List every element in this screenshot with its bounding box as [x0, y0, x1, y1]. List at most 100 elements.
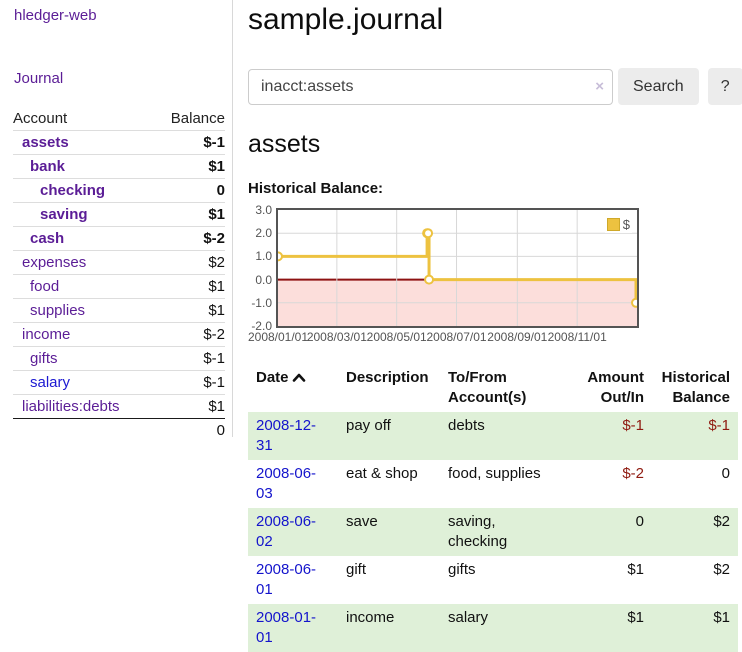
account-link-bank[interactable]: bank	[30, 158, 66, 175]
sidebar: hledger-web Journal Account Balance asse…	[0, 0, 233, 442]
accounts-header-account: Account	[13, 110, 68, 127]
x-axis-tick-label: 2008/03/01	[306, 330, 367, 344]
account-row-expenses: expenses $2	[13, 250, 225, 275]
x-axis-tick-label: 2008/09/01	[487, 330, 548, 344]
account-link-food[interactable]: food	[30, 278, 60, 295]
chart-legend: $	[604, 216, 632, 233]
register-row[interactable]: 2008-06-03 eat & shop food, supplies $-2…	[248, 460, 738, 508]
account-row-liabilities-debts: liabilities:debts $1	[13, 394, 225, 419]
transaction-accounts: debts	[448, 417, 485, 434]
page-title: sample.journal	[248, 3, 444, 36]
register-table: Date Description To/From Account(s) Amou…	[248, 364, 738, 652]
register-header-historical: Historical Balance	[661, 369, 730, 406]
transaction-date-link[interactable]: 2008-06-01	[256, 561, 317, 598]
x-axis-tick-label: 2008/01/01	[247, 330, 309, 344]
sort-ascending-icon	[292, 369, 306, 389]
transaction-date-link[interactable]: 2008-12-31	[256, 417, 317, 454]
accounts-table: Account Balance assets $-1 bank $1 check…	[13, 107, 225, 442]
search-button[interactable]: Search	[618, 68, 699, 105]
y-axis-tick-label: 3.0	[255, 203, 272, 217]
y-axis-tick-label: 1.0	[255, 249, 272, 264]
transaction-amount: $-2	[622, 465, 644, 482]
account-link-gifts[interactable]: gifts	[30, 350, 58, 367]
x-axis-tick-label: 2008/07/01	[426, 330, 487, 344]
account-row-bank: bank $1	[13, 154, 225, 179]
account-balance: $2	[153, 250, 225, 275]
account-link-liabilities-debts[interactable]: liabilities:debts	[22, 398, 120, 415]
transaction-date-link[interactable]: 2008-06-02	[256, 513, 317, 550]
transaction-date-link[interactable]: 2008-06-03	[256, 465, 317, 502]
transaction-accounts: food, supplies	[448, 465, 541, 482]
search-bar: × Search ?	[248, 68, 742, 105]
chart-plot-area[interactable]: $	[276, 208, 639, 328]
x-axis-tick-label: 2008/05/01	[366, 330, 427, 344]
register-row[interactable]: 2008-06-02 save saving, checking 0 $2	[248, 508, 738, 556]
account-row-checking: checking 0	[13, 178, 225, 203]
accounts-header-row: Account Balance	[13, 107, 225, 131]
account-balance: $-1	[153, 346, 225, 371]
transaction-accounts: saving, checking	[448, 513, 508, 550]
brand-link[interactable]: hledger-web	[14, 7, 97, 24]
account-row-saving: saving $1	[13, 202, 225, 227]
balance-chart: 3.0 2.0 1.0 0.0 -1.0 -2.0 $ 2008/01/01 2008/03…	[248, 203, 639, 346]
account-link-saving[interactable]: saving	[40, 206, 88, 223]
account-link-supplies[interactable]: supplies	[30, 302, 86, 319]
account-link-assets[interactable]: assets	[22, 134, 69, 151]
register-row[interactable]: 2008-01-01 income salary $1 $1	[248, 604, 738, 652]
account-link-income[interactable]: income	[22, 326, 71, 343]
account-title: assets	[248, 130, 321, 158]
transaction-amount: $-1	[622, 417, 644, 434]
register-header-amount: Amount Out/In	[587, 369, 644, 406]
account-balance: 0	[153, 178, 225, 203]
y-axis-tick-label: 0.0	[255, 272, 272, 287]
transaction-description: gift	[346, 561, 367, 578]
transaction-description: income	[346, 609, 395, 626]
account-row-gifts: gifts $-1	[13, 346, 225, 371]
register-row[interactable]: 2008-06-01 gift gifts $1 $2	[248, 556, 738, 604]
sidebar-item-journal[interactable]: Journal	[14, 70, 64, 87]
transaction-description: eat & shop	[346, 465, 418, 482]
transaction-balance: 0	[721, 465, 730, 482]
transaction-amount: $1	[627, 609, 644, 626]
legend-swatch-icon	[606, 218, 620, 231]
account-balance: $1	[153, 274, 225, 299]
accounts-total-row: 0	[13, 418, 225, 442]
chart-x-axis: 2008/01/01 2008/03/01 2008/05/01 2008/07/01…	[248, 328, 639, 346]
register-header-date[interactable]: Date	[248, 364, 338, 412]
account-link-checking[interactable]: checking	[40, 182, 106, 199]
transaction-accounts: salary	[448, 609, 489, 626]
accounts-header-balance: Balance	[170, 110, 225, 127]
account-row-salary: salary $-1	[13, 370, 225, 395]
account-link-cash[interactable]: cash	[30, 230, 65, 247]
register-header-description: Description	[346, 369, 429, 386]
search-input[interactable]	[248, 68, 613, 105]
transaction-description: pay off	[346, 417, 391, 434]
help-button[interactable]: ?	[707, 68, 742, 105]
account-row-cash: cash $-2	[13, 226, 225, 251]
chart-canvas[interactable]	[278, 210, 637, 326]
account-row-income: income $-2	[13, 322, 225, 347]
transaction-accounts: gifts	[448, 561, 476, 578]
account-balance: $-2	[153, 226, 225, 251]
clear-search-icon[interactable]: ×	[595, 77, 604, 95]
transaction-description: save	[346, 513, 378, 530]
account-balance: $1	[153, 298, 225, 323]
transaction-balance: $2	[713, 561, 730, 578]
transaction-balance: $2	[713, 513, 730, 530]
x-axis-tick-label: 2008/11/01	[547, 330, 607, 344]
chart-title: Historical Balance:	[248, 180, 384, 197]
accounts-total-balance: 0	[153, 418, 225, 442]
transaction-date-link[interactable]: 2008-01-01	[256, 609, 317, 646]
account-link-salary[interactable]: salary	[30, 374, 71, 391]
account-link-expenses[interactable]: expenses	[22, 254, 87, 271]
account-balance: $1	[153, 394, 225, 419]
transaction-amount: 0	[635, 513, 644, 530]
account-balance: $-1	[153, 130, 225, 155]
register-header-tofrom: To/From Account(s)	[448, 369, 527, 406]
account-row-assets: assets $-1	[13, 130, 225, 155]
account-row-supplies: supplies $1	[13, 298, 225, 323]
main-content: sample.journal × Search ? assets Histori…	[233, 0, 742, 652]
account-balance: $1	[153, 154, 225, 179]
register-row[interactable]: 2008-12-31 pay off debts $-1 $-1	[248, 412, 738, 460]
account-balance: $1	[153, 202, 225, 227]
